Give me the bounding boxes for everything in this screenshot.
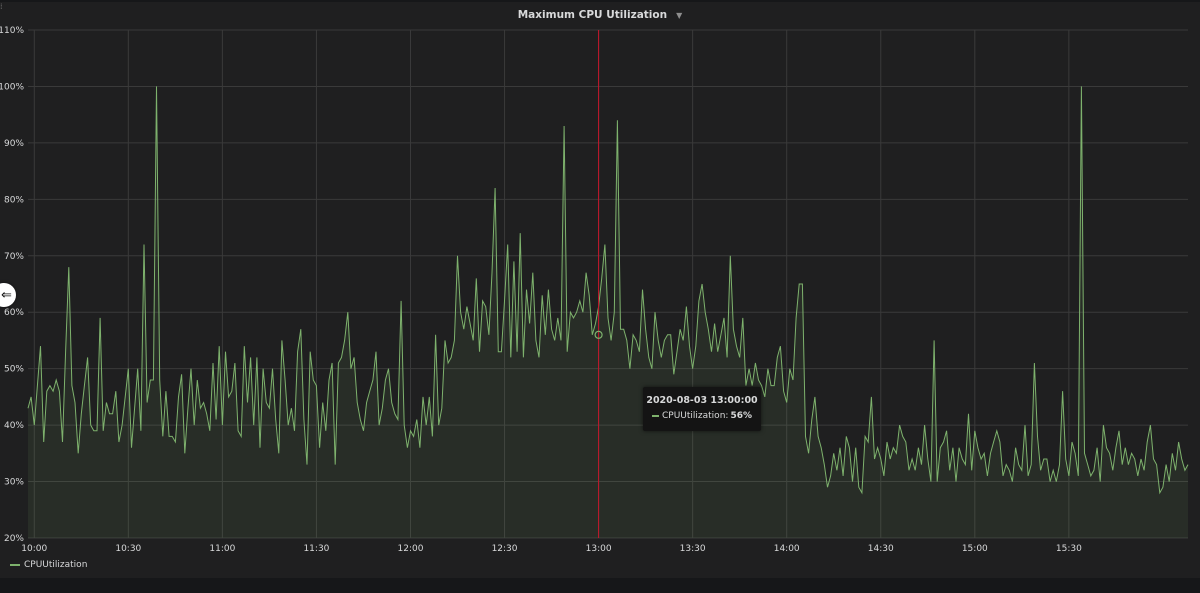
x-tick-label: 15:00 — [962, 544, 988, 554]
arrow-left-icon: ⇐ — [1, 287, 12, 303]
hover-tooltip: 2020-08-03 13:00:00 CPUUtilization: 56% — [643, 387, 761, 431]
x-tick-label: 14:30 — [868, 544, 894, 554]
y-tick-label: 20% — [4, 534, 24, 544]
y-tick-label: 100% — [0, 82, 24, 92]
x-tick-label: 13:00 — [586, 544, 612, 554]
tooltip-series-name: CPUUtilization: — [662, 411, 729, 421]
x-tick-label: 10:00 — [21, 544, 47, 554]
series-layer — [27, 86, 1189, 539]
series-line-cpuutilization — [27, 86, 1189, 495]
back-button[interactable]: ⇐ — [0, 283, 16, 307]
panel-title[interactable]: Maximum CPU Utilization — [517, 9, 668, 21]
y-tick-label: 110% — [0, 26, 24, 36]
legend-item-cpuutilization[interactable]: CPUUtilization — [24, 560, 88, 570]
x-tick-label: 13:30 — [680, 544, 706, 554]
hover-overlay — [594, 30, 603, 538]
x-tick-label: 14:00 — [774, 544, 800, 554]
chevron-down-icon[interactable]: ▼ — [676, 10, 683, 20]
y-tick-label: 40% — [4, 421, 24, 431]
x-tick-label: 12:30 — [492, 544, 518, 554]
tooltip-series-row: CPUUtilization: 56% — [652, 411, 752, 421]
tooltip-series-value: 56% — [730, 411, 752, 421]
hover-point — [594, 330, 603, 339]
y-tick-label: 80% — [4, 195, 24, 205]
tooltip-series-swatch — [652, 415, 659, 417]
x-tick-label: 10:30 — [115, 544, 141, 554]
chart-grid — [28, 29, 1188, 539]
y-tick-label: 90% — [4, 139, 24, 149]
panel-header[interactable]: Maximum CPU Utilization ▼ — [0, 2, 1200, 28]
chart-legend: CPUUtilization — [10, 560, 87, 570]
x-tick-label: 15:30 — [1056, 544, 1082, 554]
x-tick-label: 12:00 — [398, 544, 424, 554]
x-tick-label: 11:30 — [303, 544, 329, 554]
x-axis: 10:00 10:30 11:00 11:30 12:00 12:30 13:00 13:30… — [21, 544, 1082, 554]
tooltip-timestamp: 2020-08-03 13:00:00 — [646, 395, 758, 406]
legend-swatch — [10, 564, 20, 566]
y-tick-label: 60% — [4, 308, 24, 318]
y-tick-label: 30% — [4, 478, 24, 488]
y-tick-label: 50% — [4, 365, 24, 375]
y-axis: 20% 30% 40% 50% 60% 70% 80% 90% 100% 110% — [0, 26, 24, 544]
panel-corner-mark: ⁞ — [0, 2, 3, 11]
y-tick-label: 70% — [4, 252, 24, 262]
x-tick-label: 11:00 — [209, 544, 235, 554]
